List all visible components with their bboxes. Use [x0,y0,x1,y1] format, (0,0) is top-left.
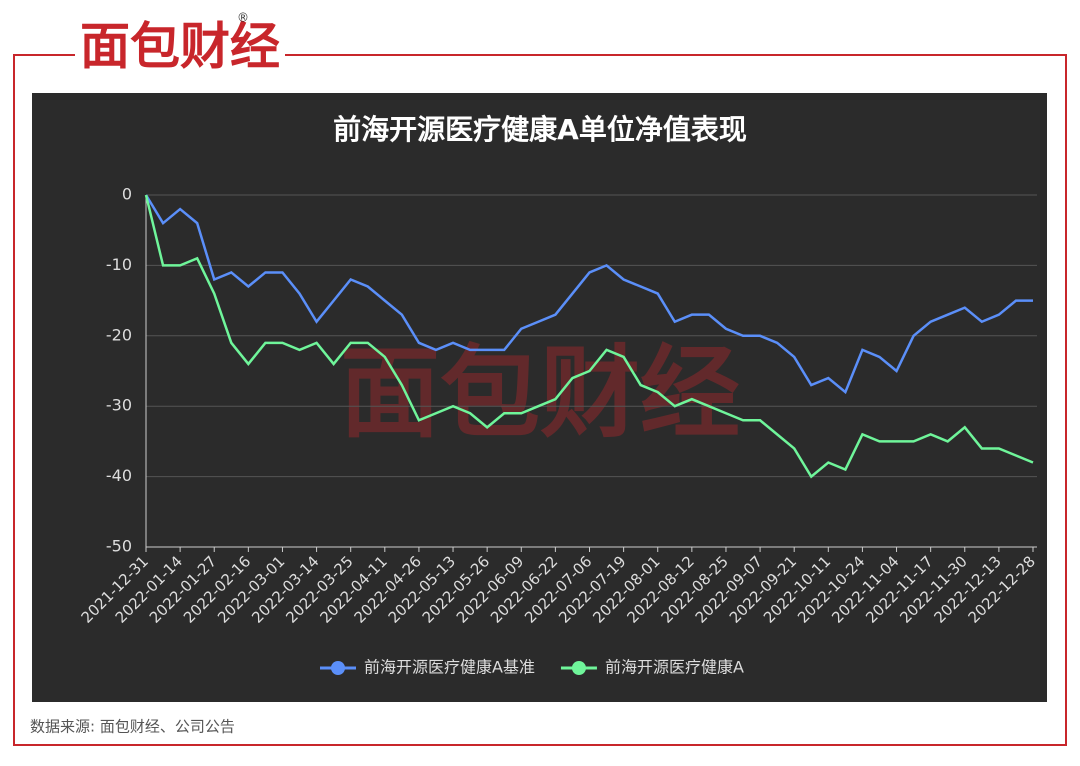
y-tick-label: -10 [106,255,132,274]
legend-marker [331,661,345,675]
logo: 面包财经 [80,18,280,76]
series-line [144,194,1034,479]
registered-mark: ® [237,11,249,25]
y-tick-label: -30 [106,396,132,415]
chart-title: 前海开源医疗健康A单位净值表现 [333,113,747,146]
legend-label: 前海开源医疗健康A基准 [364,658,535,677]
source-note: 数据来源: 面包财经、公司公告 [30,718,235,736]
y-tick-label: 0 [122,185,132,204]
y-tick-label: -40 [106,466,132,485]
frame [13,54,1067,746]
legend-label: 前海开源医疗健康A [605,658,744,677]
legend-marker [571,661,586,675]
y-tick-label: -20 [106,325,132,344]
series-line [144,194,1033,395]
watermark: 面包财经 [340,334,740,451]
y-tick-label: -50 [106,537,132,556]
